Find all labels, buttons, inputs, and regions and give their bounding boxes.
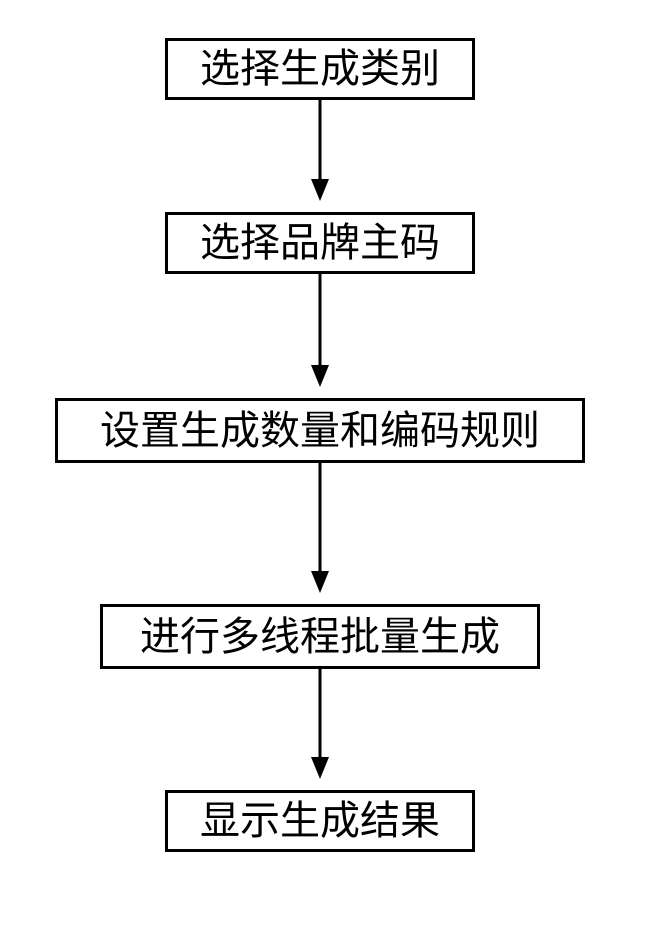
flow-node-label: 选择品牌主码 [200,221,440,265]
flow-node-label: 显示生成结果 [200,799,440,843]
flow-node-select-category: 选择生成类别 [165,38,475,100]
flow-node-show-result: 显示生成结果 [165,790,475,852]
flow-node-multithread-generate: 进行多线程批量生成 [100,604,540,669]
flow-node-label: 进行多线程批量生成 [140,615,500,659]
flow-node-label: 选择生成类别 [200,47,440,91]
flow-node-label: 设置生成数量和编码规则 [100,409,540,453]
flow-node-select-brand-code: 选择品牌主码 [165,212,475,274]
flow-node-set-quantity-rules: 设置生成数量和编码规则 [55,398,585,463]
flowchart-container: 选择生成类别 选择品牌主码 设置生成数量和编码规则 进行多线程批量生成 显示生成… [0,0,650,947]
